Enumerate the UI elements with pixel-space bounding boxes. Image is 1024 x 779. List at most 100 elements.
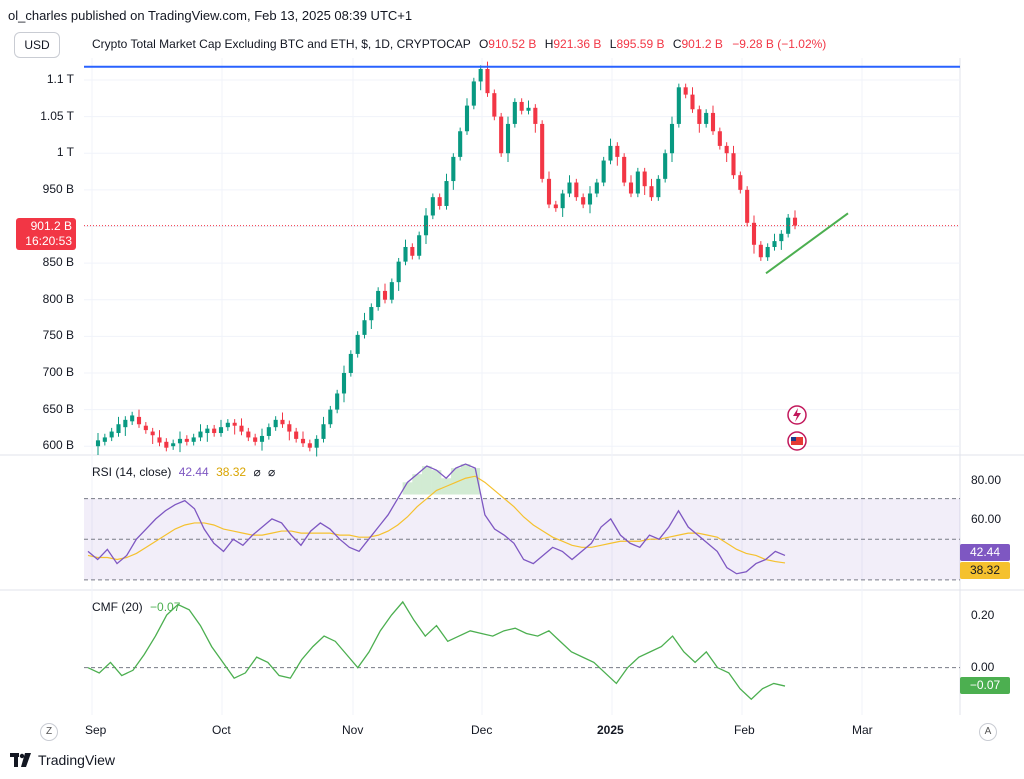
candle-body: [615, 145, 620, 157]
candle-body: [259, 435, 265, 442]
candle-body: [451, 156, 456, 182]
candle-body: [157, 437, 162, 443]
eye-off-icon[interactable]: ⌀: [253, 465, 261, 479]
x-tick-feb: Feb: [734, 723, 755, 737]
candle-body: [758, 244, 763, 258]
candle-body: [745, 189, 750, 223]
candle-body: [553, 204, 558, 209]
candle-body: [369, 307, 374, 321]
candle-body: [731, 153, 736, 176]
cmf-tick-000: 0.00: [971, 660, 995, 674]
candle-body: [164, 441, 169, 448]
candle-body: [177, 438, 183, 444]
candle-body: [540, 123, 545, 179]
x-tick-dec: Dec: [471, 723, 493, 737]
candle-body: [280, 419, 285, 425]
candle-body: [396, 261, 401, 283]
candle-body: [738, 175, 743, 190]
candle-body: [410, 246, 415, 256]
rsi-tick-80: 80.00: [971, 473, 1002, 487]
bar-countdown: 16:20:53: [25, 234, 72, 248]
candle-body: [492, 93, 497, 117]
lightning-event-icon: [793, 408, 801, 422]
price-tick-label: 800 B: [42, 291, 74, 306]
candle-body: [232, 422, 237, 426]
candle-body: [430, 197, 435, 216]
eye-off-icon[interactable]: ⌀: [268, 465, 276, 479]
candle-body: [512, 101, 517, 124]
zoom-mode-button[interactable]: Z: [40, 723, 58, 741]
candle-body: [717, 131, 722, 146]
candle-body: [594, 182, 599, 194]
candle-body: [239, 425, 244, 432]
x-tick-mar: Mar: [852, 723, 873, 737]
candle-body: [533, 107, 538, 124]
candle-body: [294, 431, 299, 439]
candle-body: [751, 222, 757, 245]
candle-body: [321, 424, 326, 439]
support-trendline: [765, 212, 849, 275]
cmf-title: CMF (20) −0.07: [92, 600, 180, 614]
cmf-tick-020: 0.20: [971, 608, 995, 622]
rsi-overbought-fill: [470, 468, 481, 495]
candle-body: [287, 424, 292, 432]
candle-body: [130, 415, 135, 422]
low-label: L: [609, 37, 617, 51]
candle-body: [669, 123, 675, 154]
candle-body: [697, 109, 702, 124]
candle-body: [786, 217, 791, 234]
rsi-overbought-fill: [431, 470, 442, 495]
tradingview-brand[interactable]: TradingView: [10, 752, 115, 768]
x-tick-oct: Oct: [212, 723, 231, 737]
candle-body: [574, 182, 579, 198]
candle-body: [581, 197, 586, 205]
candle-body: [355, 334, 360, 354]
rsi-ma-value-badge: 38.32: [960, 562, 1010, 579]
price-tick-label: 1 T: [56, 145, 74, 160]
price-tick-label: 1.1 T: [46, 71, 74, 86]
candle-body: [546, 178, 552, 205]
candle-body: [587, 193, 593, 205]
published-line: ol_charles published on TradingView.com,…: [8, 8, 413, 23]
candle-body: [150, 431, 155, 436]
currency-button[interactable]: USD: [14, 32, 60, 58]
change-value: −9.28 B (−1.02%): [732, 37, 827, 51]
candle-body: [362, 320, 367, 335]
candle-body: [171, 443, 176, 447]
candle-body: [300, 438, 306, 444]
candle-body: [505, 123, 511, 154]
candle-body: [348, 353, 353, 373]
candle-body: [376, 290, 381, 308]
candle-body: [444, 181, 449, 206]
last-price-tag: 901.2 B 16:20:53: [16, 218, 76, 250]
brand-name: TradingView: [38, 752, 116, 768]
low-value: 895.59 B: [616, 37, 665, 51]
candle-body: [676, 87, 681, 124]
price-tick-label: 850 B: [42, 255, 74, 270]
candle-body: [642, 171, 647, 187]
cmf-label[interactable]: CMF (20): [92, 600, 143, 614]
price-tick-label: 600 B: [42, 438, 74, 453]
candle-body: [143, 425, 148, 431]
candle-body: [341, 372, 347, 394]
auto-scale-button[interactable]: A: [979, 723, 997, 741]
us-flag-event-icon: [791, 437, 796, 441]
rsi-label[interactable]: RSI (14, close): [92, 465, 172, 479]
candle-body: [116, 424, 121, 434]
candle-body: [328, 409, 333, 425]
candle-body: [690, 94, 695, 110]
candle-body: [335, 393, 340, 410]
candle-body: [601, 160, 606, 183]
rsi-ma-line: [87, 475, 786, 564]
tradingview-logo-icon: [10, 753, 31, 767]
candle-body: [382, 290, 388, 300]
x-tick-sep: Sep: [85, 723, 107, 737]
candle-body: [526, 107, 531, 111]
symbol-title[interactable]: Crypto Total Market Cap Excluding BTC an…: [92, 37, 471, 51]
rsi-overbought-fill: [460, 464, 471, 495]
rsi-title: RSI (14, close) 42.44 38.32 ⌀ ⌀: [92, 465, 275, 479]
candle-body: [123, 419, 128, 428]
candle-body: [273, 419, 278, 428]
candle-body: [225, 422, 230, 428]
